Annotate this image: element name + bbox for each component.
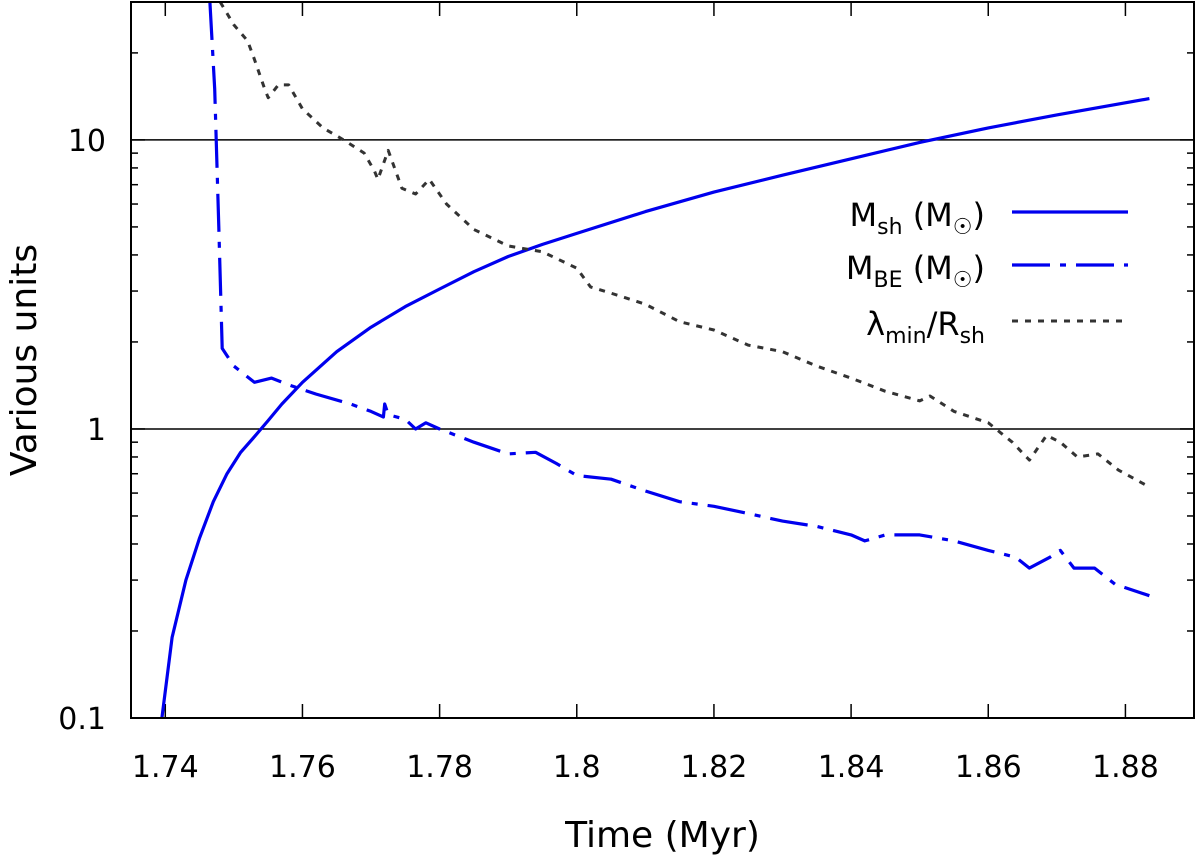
legend-label-2: MBE (M☉) bbox=[846, 249, 985, 293]
tick-labels: 1.74 1.76 1.78 1.8 1.82 1.84 1.86 1.88 0.1 1 10 bbox=[58, 124, 1159, 785]
series-line-2 bbox=[208, 2, 1150, 598]
x-tick-label: 1.8 bbox=[553, 750, 601, 785]
x-tick-label: 1.82 bbox=[681, 750, 748, 785]
x-tick-label: 1.78 bbox=[406, 750, 473, 785]
x-tick-label: 1.76 bbox=[269, 750, 336, 785]
x-axis-title: Time (Myr) bbox=[564, 815, 760, 856]
legend-label-3: λmin/Rsh bbox=[866, 305, 985, 349]
y-axis-title: Various units bbox=[4, 244, 45, 476]
y-tick-label: 0.1 bbox=[58, 702, 106, 737]
legend: Msh (M☉) MBE (M☉) λmin/Rsh bbox=[846, 196, 1128, 349]
y-tick-label: 1 bbox=[87, 413, 106, 448]
legend-label-1: Msh (M☉) bbox=[850, 196, 986, 240]
x-tick-label: 1.86 bbox=[955, 750, 1022, 785]
x-tick-label: 1.88 bbox=[1092, 750, 1159, 785]
x-tick-label: 1.74 bbox=[132, 750, 199, 785]
plot-area: 1.74 1.76 1.78 1.8 1.82 1.84 1.86 1.88 0.1 1 10 bbox=[58, 1, 1195, 785]
axis-ticks bbox=[131, 1, 1194, 719]
x-tick-label: 1.84 bbox=[818, 750, 885, 785]
y-tick-label: 10 bbox=[68, 124, 106, 159]
plot-frame bbox=[130, 1, 1195, 719]
series-layer bbox=[160, 2, 1151, 718]
series-line-3 bbox=[218, 2, 1151, 489]
series-line-1 bbox=[160, 97, 1150, 718]
reference-lines bbox=[131, 139, 1194, 430]
